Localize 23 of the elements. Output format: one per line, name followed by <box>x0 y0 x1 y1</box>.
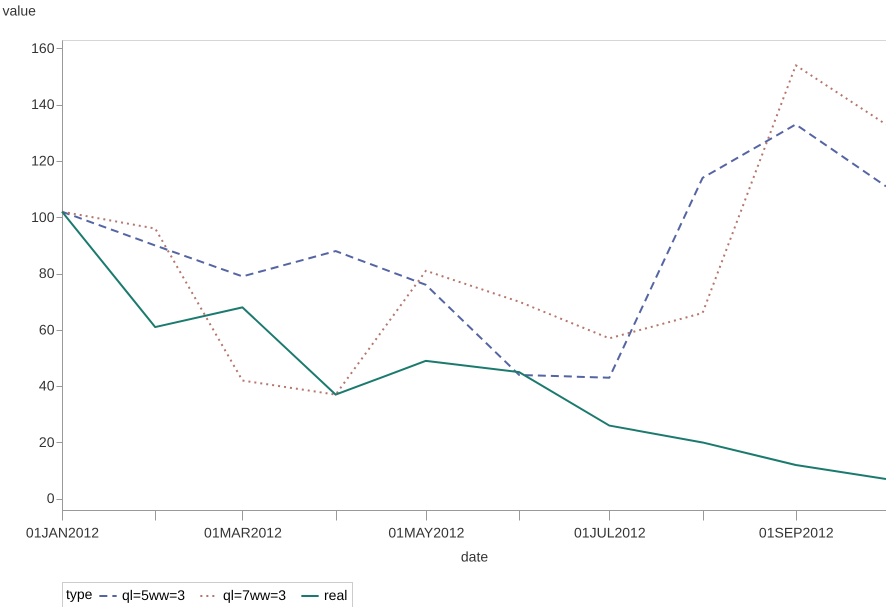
y-tick-label: 40 <box>38 378 55 394</box>
y-tick-label: 160 <box>31 40 55 56</box>
legend-label: real <box>324 587 348 603</box>
y-tick-label: 60 <box>38 321 55 338</box>
line-series <box>61 210 886 480</box>
y-tick-label: 100 <box>31 208 55 225</box>
y-tick-label: 80 <box>38 265 55 282</box>
legend-label: ql=7ww=3 <box>223 587 286 603</box>
y-tick-label: 20 <box>38 434 55 450</box>
x-tick-label: 01JAN2012 <box>26 524 100 540</box>
x-tick-label: 01JUL2012 <box>574 524 646 540</box>
x-axis-title: date <box>460 548 488 564</box>
y-tick-label: 120 <box>31 152 55 169</box>
x-tick-label: 01MAY2012 <box>388 524 465 540</box>
legend-title: type <box>66 586 93 602</box>
line-series <box>61 123 886 379</box>
line-series <box>61 64 886 396</box>
y-axis-title: value <box>2 2 36 18</box>
x-tick-label: 01SEP2012 <box>758 524 834 540</box>
y-tick-label: 140 <box>31 96 55 112</box>
y-tick-label: 0 <box>46 490 55 506</box>
legend-label: ql=5ww=3 <box>122 587 186 603</box>
x-tick-label: 01MAR2012 <box>204 524 282 540</box>
